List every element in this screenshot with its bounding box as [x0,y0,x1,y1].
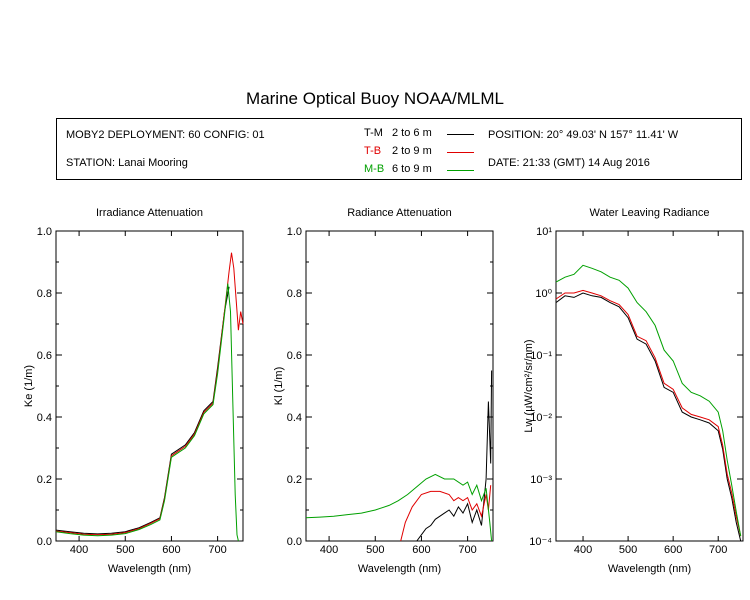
y-tick-label: 10⁻¹ [530,350,552,362]
y-axis-label: Kl (1/m) [273,367,285,406]
x-tick-label: 400 [70,544,88,556]
station-text: STATION: Lanai Mooring [66,157,188,169]
legend-code-tb: T-B [364,145,382,157]
y-tick-label: 1.0 [287,226,302,238]
x-tick-label: 700 [458,544,476,556]
legend-line-tb [447,152,474,153]
y-axis-label: Ke (1/m) [23,365,35,407]
x-tick-label: 400 [320,544,338,556]
legend-code-mb: M-B [364,163,385,175]
y-tick-label: 0.8 [37,288,52,300]
series-line-m-b [555,264,742,537]
x-tick-label: 700 [709,544,727,556]
y-tick-label: 10⁻² [530,412,552,424]
y-tick-label: 10⁻⁴ [529,536,552,548]
y-tick-label: 0.4 [287,412,302,424]
x-axis-label: Wavelength (nm) [608,563,691,575]
legend-range-tb: 2 to 9 m [392,145,432,157]
y-tick-label: 10⁰ [535,288,552,300]
x-tick-label: 600 [412,544,430,556]
series-line-m-b [55,283,239,542]
y-tick-label: 10¹ [536,226,552,238]
legend-range-mb: 6 to 9 m [392,163,432,175]
x-tick-label: 500 [366,544,384,556]
series-line-t-b [555,289,742,537]
date-text: DATE: 21:33 (GMT) 14 Aug 2016 [488,157,650,169]
chart-title: Marine Optical Buoy NOAA/MLML [246,89,504,108]
y-tick-label: 10⁻³ [530,474,552,486]
x-axis-label: Wavelength (nm) [108,563,191,575]
plot-title: Irradiance Attenuation [96,207,203,219]
y-tick-label: 0.6 [287,350,302,362]
plot-frame [305,230,494,542]
y-tick-label: 0.0 [37,536,52,548]
plot-title: Water Leaving Radiance [589,207,709,219]
x-tick-label: 400 [574,544,592,556]
series-line-m-b [305,473,493,542]
legend-code-tm: T-M [364,127,383,139]
y-axis-label: Lw (µW/cm²/sr/nm) [523,339,535,432]
legend-range-tm: 2 to 6 m [392,127,432,139]
y-tick-label: 1.0 [37,226,52,238]
y-tick-label: 0.4 [37,412,52,424]
x-tick-label: 700 [208,544,226,556]
plot-title: Radiance Attenuation [347,207,452,219]
y-tick-label: 0.8 [287,288,302,300]
y-tick-label: 0.0 [287,536,302,548]
position-text: POSITION: 20° 49.03' N 157° 11.41' W [488,129,679,141]
x-tick-label: 500 [619,544,637,556]
legend-line-mb [447,170,474,171]
x-axis-label: Wavelength (nm) [358,563,441,575]
y-tick-label: 0.2 [37,474,52,486]
legend-line-tm [447,134,474,135]
series-line-t-b [55,252,244,536]
series-line-t-b [400,485,492,542]
series-line-t-m [416,370,493,542]
plot-frame [555,230,744,542]
series-line-t-m [555,292,742,542]
x-tick-label: 600 [162,544,180,556]
info-box: MOBY2 DEPLOYMENT: 60 CONFIG: 01 STATION:… [56,118,742,180]
y-tick-label: 0.2 [287,474,302,486]
y-tick-label: 0.6 [37,350,52,362]
x-tick-label: 500 [116,544,134,556]
deployment-text: MOBY2 DEPLOYMENT: 60 CONFIG: 01 [66,129,265,141]
x-tick-label: 600 [664,544,682,556]
series-line-t-m [55,286,230,535]
